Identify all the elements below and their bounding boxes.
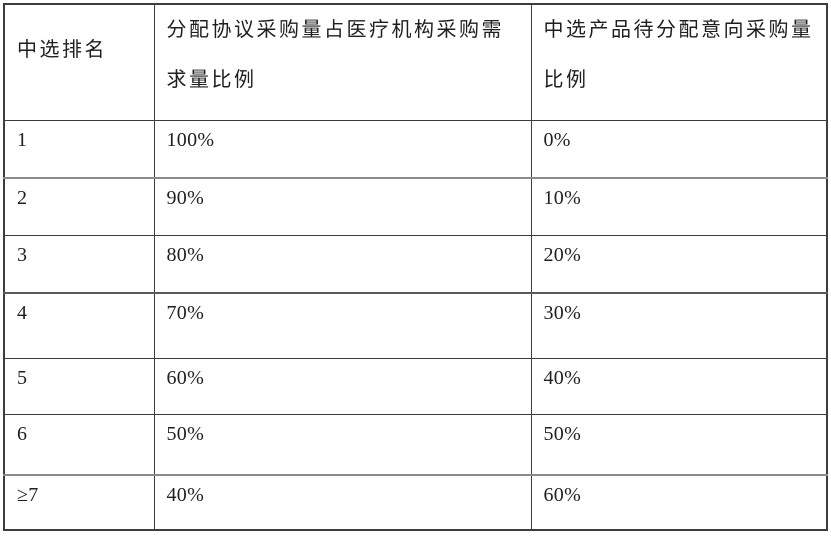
pending-ratio-cell: 10% [530, 177, 828, 236]
header-cell-pending-ratio: 中选产品待分配意向采购量比例 [530, 3, 828, 121]
allocation-ratio-cell: 90% [153, 177, 532, 236]
pending-ratio-cell: 30% [530, 292, 828, 359]
allocation-ratio-cell: 70% [153, 292, 532, 359]
allocation-table: 中选排名 分配协议采购量占医疗机构采购需求量比例 中选产品待分配意向采购量比例 … [3, 3, 828, 531]
allocation-ratio-cell: 40% [153, 474, 532, 531]
header-cell-allocation-ratio: 分配协议采购量占医疗机构采购需求量比例 [153, 3, 532, 121]
rank-cell: 2 [3, 177, 155, 236]
rank-cell: 3 [3, 234, 155, 294]
table-row: ≥7 40% 60% [3, 474, 828, 531]
rank-cell: 5 [3, 357, 155, 415]
rank-cell: 6 [3, 413, 155, 476]
table-row: 2 90% 10% [3, 177, 828, 236]
allocation-ratio-cell: 50% [153, 413, 532, 476]
table-row: 5 60% 40% [3, 357, 828, 415]
allocation-ratio-cell: 80% [153, 234, 532, 294]
pending-ratio-cell: 0% [530, 119, 828, 179]
pending-ratio-cell: 60% [530, 474, 828, 531]
allocation-ratio-cell: 100% [153, 119, 532, 179]
table-header-row: 中选排名 分配协议采购量占医疗机构采购需求量比例 中选产品待分配意向采购量比例 [3, 3, 828, 121]
rank-cell: 4 [3, 292, 155, 359]
header-cell-rank: 中选排名 [3, 3, 155, 121]
table-row: 1 100% 0% [3, 119, 828, 179]
table-row: 6 50% 50% [3, 413, 828, 476]
rank-cell: ≥7 [3, 474, 155, 531]
rank-cell: 1 [3, 119, 155, 179]
pending-ratio-cell: 20% [530, 234, 828, 294]
table-row: 4 70% 30% [3, 292, 828, 359]
table-row: 3 80% 20% [3, 234, 828, 294]
pending-ratio-cell: 50% [530, 413, 828, 476]
allocation-ratio-cell: 60% [153, 357, 532, 415]
pending-ratio-cell: 40% [530, 357, 828, 415]
